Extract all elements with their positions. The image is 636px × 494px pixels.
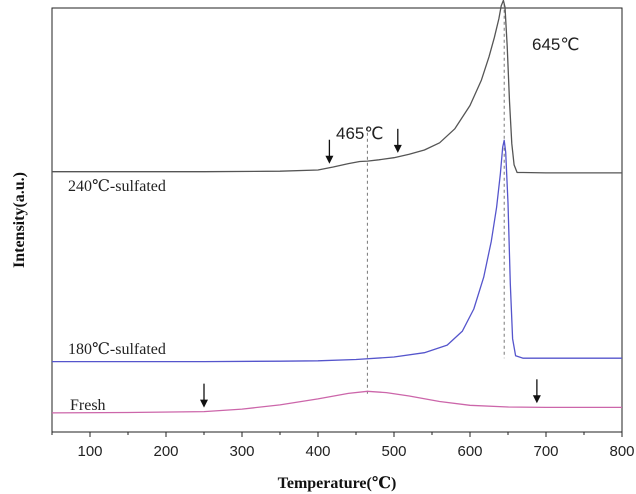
x-tick-label: 300	[229, 443, 254, 460]
arrow-head	[325, 155, 334, 164]
reference-lines	[366, 3, 505, 396]
series-line	[52, 0, 622, 174]
arrow-head	[532, 395, 541, 404]
plot-frame	[51, 7, 623, 433]
series-line	[52, 139, 622, 363]
peak-annotation: 465℃	[336, 124, 383, 143]
x-tick-label: 800	[609, 443, 634, 460]
plot-border	[51, 7, 623, 433]
x-axis-label: Temperature(℃)	[278, 475, 397, 492]
series-line	[51, 390, 622, 414]
x-tick-label: 400	[305, 443, 330, 460]
x-tick-label: 700	[533, 443, 558, 460]
series-label: 240℃-sulfated	[68, 178, 166, 195]
series-lines	[51, 0, 622, 414]
arrow-head	[393, 144, 402, 153]
peak-annotation: 645℃	[532, 35, 579, 54]
x-tick-label: 100	[77, 443, 102, 460]
series-label: Fresh	[70, 397, 106, 414]
x-axis-ticks: 100 200 300 400 500 600 700 800	[51, 432, 635, 460]
peak-annotations: 645℃ 465℃	[336, 35, 579, 143]
series-label: 180℃-sulfated	[68, 341, 166, 358]
x-tick-label: 600	[457, 443, 482, 460]
x-tick-label: 500	[381, 443, 406, 460]
arrow-markers	[200, 128, 541, 408]
x-tick-label: 200	[153, 443, 178, 460]
arrow-head	[200, 399, 208, 408]
series-labels: 240℃-sulfated 180℃-sulfated Fresh	[68, 178, 166, 414]
y-axis-label: Intensity(a.u.)	[11, 172, 28, 268]
